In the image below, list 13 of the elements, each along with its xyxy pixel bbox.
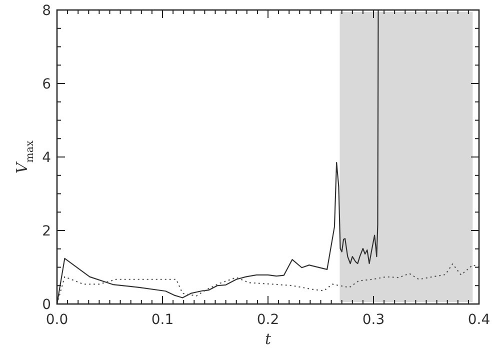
x-tick-label: 0.4 <box>468 312 490 328</box>
x-tick-label: 0.3 <box>362 312 385 328</box>
line-series <box>57 263 479 304</box>
line-series <box>57 10 379 304</box>
x-tick-label: 0.1 <box>151 312 174 328</box>
x-tick-label: 0.0 <box>46 312 68 328</box>
y-tick-label: 6 <box>42 76 52 92</box>
y-tick-label: 8 <box>42 3 51 19</box>
x-axis-title: t <box>264 330 272 348</box>
y-tick-label: 0 <box>42 297 51 313</box>
y-tick-label: 4 <box>42 150 52 166</box>
x-tick-label: 0.2 <box>256 312 280 328</box>
y-tick-label: 2 <box>42 224 51 240</box>
